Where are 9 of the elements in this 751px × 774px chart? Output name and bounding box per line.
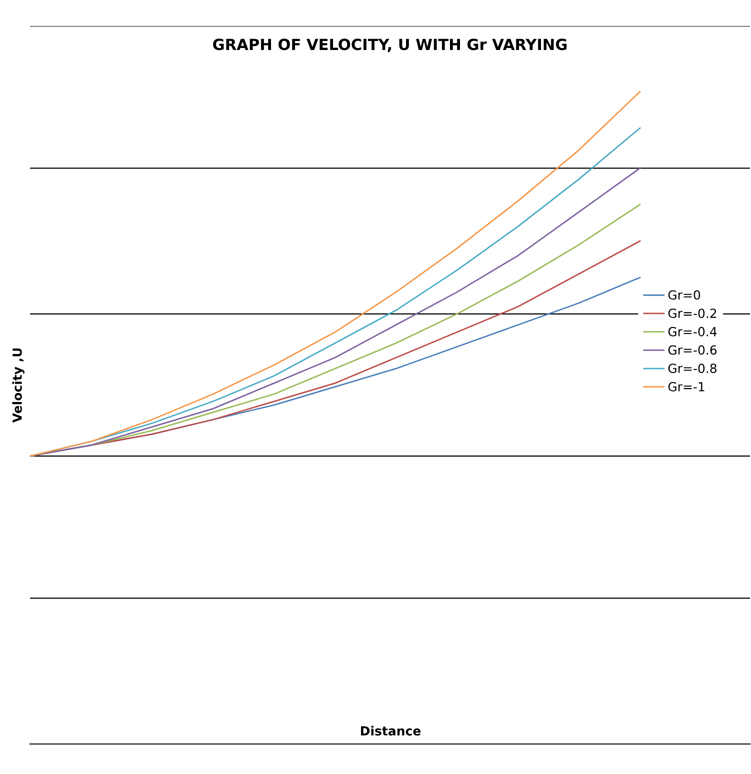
legend-label: Gr=-0.6 [668, 345, 717, 355]
y-axis-title: Velocity ,U [12, 348, 24, 423]
legend-label: Gr=0 [668, 290, 700, 300]
legend-label: Gr=-1 [668, 382, 704, 392]
text: Distance [361, 726, 421, 736]
legend-label: Gr=-0.2 [668, 308, 716, 318]
legend-label: Gr=-0.4 [668, 326, 717, 336]
legend-label: Gr=-0.8 [668, 364, 716, 374]
chart-title: GRAPH OF VELOCITY, U WITH Gr VARYING [213, 38, 567, 52]
